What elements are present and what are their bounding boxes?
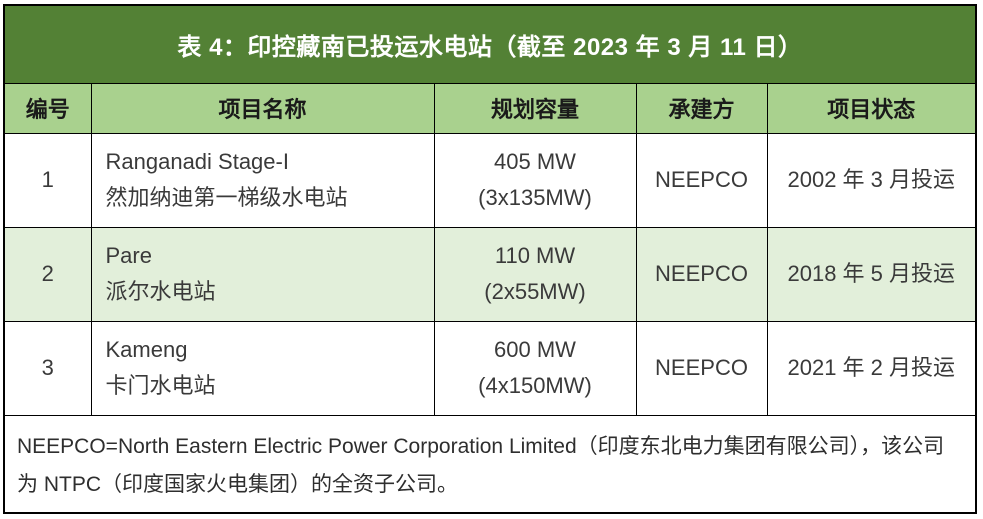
capacity-total: 405 MW (494, 149, 576, 174)
row-number: 1 (3, 132, 92, 228)
table-row: 2 Pare 派尔水电站 110 MW (2x55MW) NEEPCO 2018… (3, 226, 977, 322)
table-row: 1 Ranganadi Stage-I 然加纳迪第一梯级水电站 405 MW (… (3, 132, 977, 228)
capacity-cell: 405 MW (3x135MW) (433, 132, 637, 228)
capacity-units: (2x55MW) (484, 279, 586, 304)
project-name-zh: 卡门水电站 (105, 373, 216, 398)
project-name-en: Ranganadi Stage-I (105, 149, 289, 174)
table-footnote-row: NEEPCO=North Eastern Electric Power Corp… (3, 414, 977, 514)
hydro-stations-table: 表 4：印控藏南已投运水电站（截至 2023 年 3 月 11 日） 编号 项目… (3, 4, 977, 514)
capacity-total: 110 MW (494, 243, 576, 268)
project-name-en: Pare (105, 243, 152, 268)
project-name-zh: 然加纳迪第一梯级水电站 (105, 185, 348, 210)
row-number: 2 (3, 226, 92, 322)
project-name-zh: 派尔水电站 (105, 279, 216, 304)
capacity-cell: 110 MW (2x55MW) (433, 226, 637, 322)
table-title: 表 4：印控藏南已投运水电站（截至 2023 年 3 月 11 日） (3, 4, 977, 84)
row-number: 3 (3, 320, 92, 416)
column-header-id: 编号 (3, 82, 92, 134)
column-header-status: 项目状态 (766, 82, 977, 134)
column-header-contractor: 承建方 (635, 82, 768, 134)
contractor-cell: NEEPCO (635, 226, 768, 322)
status-cell: 2021 年 2 月投运 (766, 320, 977, 416)
table-row: 3 Kameng 卡门水电站 600 MW (4x150MW) NEEPCO 2… (3, 320, 977, 416)
project-name-cell: Kameng 卡门水电站 (90, 320, 435, 416)
capacity-total: 600 MW (494, 337, 576, 362)
contractor-cell: NEEPCO (635, 132, 768, 228)
capacity-units: (4x150MW) (478, 373, 592, 398)
project-name-cell: Pare 派尔水电站 (90, 226, 435, 322)
column-header-project-name: 项目名称 (90, 82, 435, 134)
capacity-cell: 600 MW (4x150MW) (433, 320, 637, 416)
status-cell: 2002 年 3 月投运 (766, 132, 977, 228)
capacity-units: (3x135MW) (478, 185, 592, 210)
table-footnote: NEEPCO=North Eastern Electric Power Corp… (3, 414, 977, 514)
column-header-capacity: 规划容量 (433, 82, 637, 134)
table-header-row: 编号 项目名称 规划容量 承建方 项目状态 (3, 82, 977, 134)
project-name-cell: Ranganadi Stage-I 然加纳迪第一梯级水电站 (90, 132, 435, 228)
status-cell: 2018 年 5 月投运 (766, 226, 977, 322)
project-name-en: Kameng (105, 337, 188, 362)
contractor-cell: NEEPCO (635, 320, 768, 416)
table-title-row: 表 4：印控藏南已投运水电站（截至 2023 年 3 月 11 日） (3, 4, 977, 84)
